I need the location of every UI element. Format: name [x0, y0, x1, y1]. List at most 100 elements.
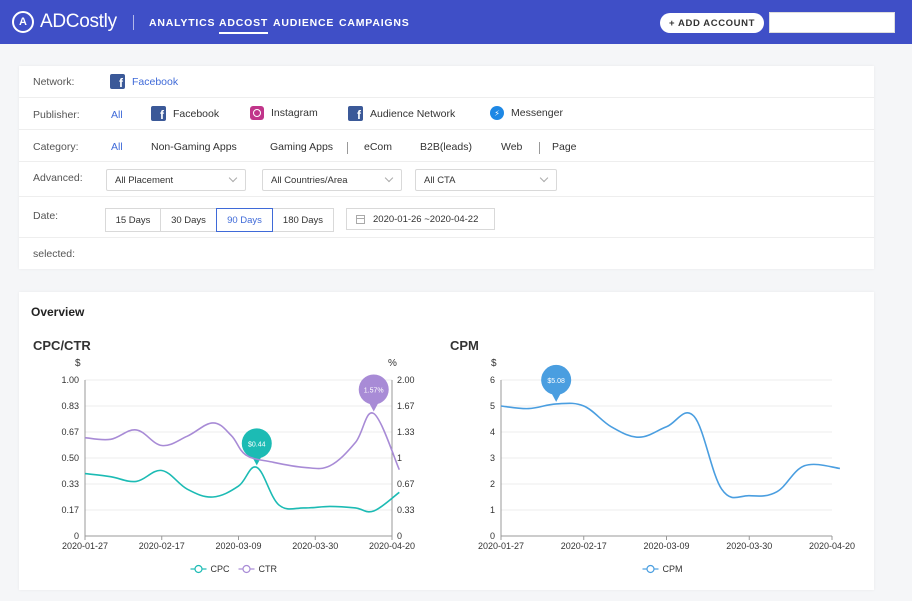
- legend-swatch-dot: [242, 564, 251, 574]
- add-account-button[interactable]: + ADD ACCOUNT: [660, 13, 764, 33]
- nav-divider: [133, 15, 134, 30]
- cpc-ctr-chart-title: CPC/CTR: [33, 338, 91, 353]
- logo-icon: A: [12, 11, 34, 33]
- top-navbar: A ADCostly ANALYTICS ADCOST AUDIENCE CAM…: [0, 0, 912, 44]
- publisher-facebook-label: Facebook: [173, 107, 220, 120]
- y-tick-label: 0.67: [61, 427, 79, 437]
- y-tick-label: 5: [490, 401, 495, 411]
- category-web[interactable]: Web: [501, 141, 523, 153]
- legend-label: CPM: [663, 564, 683, 574]
- right-axis-unit: %: [388, 358, 397, 369]
- publisher-instagram-label: Instagram: [271, 107, 318, 119]
- y2-tick-label: 1.33: [397, 427, 415, 437]
- y-tick-label: 2: [490, 479, 495, 489]
- x-tick-label: 2020-02-17: [561, 541, 607, 551]
- placement-select[interactable]: All Placement: [106, 169, 246, 191]
- selected-label: selected:: [33, 248, 76, 260]
- x-tick-label: 2020-03-09: [643, 541, 689, 551]
- marker-bubble: [241, 428, 272, 459]
- facebook-icon: f: [348, 106, 363, 121]
- publisher-audience-network[interactable]: f Audience Network: [348, 106, 455, 121]
- category-ecom[interactable]: eCom: [364, 141, 393, 153]
- y-tick-label: 0: [74, 531, 79, 541]
- overview-panel: Overview CPC/CTR CPM $% 0 0.17 0.33 0.50 0.67…: [19, 292, 874, 590]
- marker-label: $5.08: [547, 378, 565, 385]
- marker-label: $0.44: [248, 441, 266, 448]
- y-tick-label: 1: [490, 505, 495, 515]
- y-tick-label: 0.17: [61, 505, 79, 515]
- category-divider: [539, 142, 540, 154]
- legend-label: CPC: [211, 564, 231, 574]
- y-tick-label: 4: [490, 427, 495, 437]
- date-range-picker[interactable]: 2020-01-26 ~2020-04-22: [346, 208, 495, 230]
- y2-tick-label: 0: [397, 531, 402, 541]
- network-label: Network:: [33, 76, 75, 88]
- placement-value: All Placement: [115, 174, 174, 186]
- y-tick-label: 3: [490, 453, 495, 463]
- category-gaming-apps[interactable]: Gaming Apps: [270, 141, 334, 153]
- network-row: Network: f Facebook: [19, 66, 874, 98]
- app-logo[interactable]: A ADCostly: [12, 9, 117, 35]
- category-b2b-leads[interactable]: B2B(leads): [420, 141, 472, 153]
- range-180-days-button[interactable]: 180 Days: [272, 208, 334, 232]
- range-15-days-button[interactable]: 15 Days: [105, 208, 161, 232]
- publisher-all[interactable]: All: [111, 109, 123, 121]
- nav-campaigns[interactable]: CAMPAIGNS: [339, 17, 410, 29]
- cpm-chart: $0 1 2 3 4 5 6 2020-01-27 2020-02-17 2020-03-09 20…: [478, 358, 855, 574]
- y2-tick-label: 0.67: [397, 479, 415, 489]
- y-tick-label: 0.83: [61, 401, 79, 411]
- series-line-ctr: [84, 412, 401, 471]
- advanced-label: Advanced:: [33, 172, 83, 184]
- publisher-facebook[interactable]: f Facebook: [151, 106, 219, 121]
- date-range-text: 2020-01-26 ~2020-04-22: [373, 213, 479, 225]
- countries-select[interactable]: All Countries/Area: [262, 169, 402, 191]
- x-tick-label: 2020-04-20: [809, 541, 855, 551]
- marker-bubble: [358, 374, 389, 405]
- category-non-gaming-apps[interactable]: Non-Gaming Apps: [151, 141, 237, 153]
- publisher-messenger-label: Messenger: [511, 107, 563, 119]
- nav-adcost[interactable]: ADCOST: [219, 17, 269, 34]
- series-line-cpm: [500, 402, 840, 499]
- category-all[interactable]: All: [111, 141, 123, 153]
- overview-title: Overview: [31, 305, 85, 319]
- y2-tick-label: 2.00: [397, 375, 415, 385]
- logo-text: ADCostly: [40, 11, 117, 32]
- x-tick-label: 2020-01-27: [478, 541, 524, 551]
- network-facebook[interactable]: f Facebook: [110, 74, 178, 89]
- y-tick-label: 0.50: [61, 453, 79, 463]
- cta-select[interactable]: All CTA: [415, 169, 557, 191]
- cta-value: All CTA: [424, 174, 456, 186]
- range-30-days-button[interactable]: 30 Days: [160, 208, 217, 232]
- legend-swatch-dot: [194, 564, 203, 574]
- range-90-days-button[interactable]: 90 Days: [216, 208, 273, 232]
- chevron-down-icon: [228, 173, 238, 183]
- x-tick-label: 2020-03-30: [726, 541, 772, 551]
- chevron-down-icon: [539, 173, 549, 183]
- y-tick-label: 0: [490, 531, 495, 541]
- left-axis-unit: $: [75, 358, 81, 369]
- facebook-icon: f: [110, 74, 125, 89]
- calendar-icon: [356, 214, 365, 224]
- legend-swatch-dot: [646, 564, 655, 574]
- nav-audience[interactable]: AUDIENCE: [273, 17, 335, 29]
- chevron-down-icon: [384, 173, 394, 183]
- left-axis-unit: $: [491, 358, 497, 369]
- search-input[interactable]: [769, 12, 895, 33]
- category-row: Category: All Non-Gaming Apps Gaming App…: [19, 130, 874, 162]
- y2-tick-label: 1: [397, 453, 402, 463]
- publisher-messenger[interactable]: ⚡ Messenger: [490, 106, 563, 120]
- y2-tick-label: 0.33: [397, 505, 415, 515]
- y2-tick-label: 1.67: [397, 401, 415, 411]
- category-label: Category:: [33, 141, 79, 153]
- countries-value: All Countries/Area: [271, 174, 348, 186]
- category-page[interactable]: Page: [552, 141, 577, 153]
- x-tick-label: 2020-03-30: [292, 541, 338, 551]
- y-tick-label: 6: [490, 375, 495, 385]
- nav-analytics[interactable]: ANALYTICS: [149, 17, 216, 29]
- marker-bubble: [541, 364, 572, 395]
- publisher-audience-network-label: Audience Network: [370, 107, 456, 120]
- publisher-row: Publisher: All f Facebook Instagram f Au…: [19, 98, 874, 130]
- y-tick-label: 1.00: [61, 375, 79, 385]
- network-value: Facebook: [132, 75, 179, 88]
- publisher-instagram[interactable]: Instagram: [250, 106, 318, 120]
